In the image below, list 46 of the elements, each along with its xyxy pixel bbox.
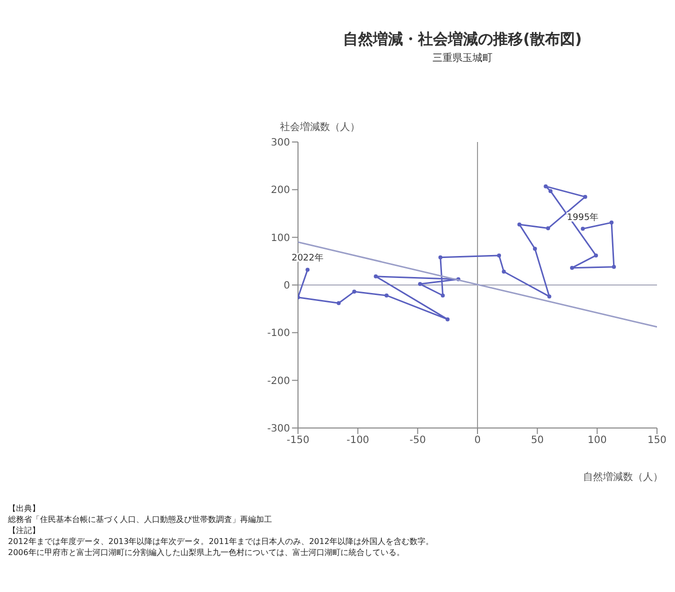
point (610, 220, 614, 225)
text: 【注記】 (8, 525, 41, 536)
point (446, 317, 450, 322)
point (440, 293, 445, 298)
y-axis-title: 社会増減数（人） (280, 120, 360, 134)
point (532, 246, 537, 251)
x-tick-label: 100 (588, 435, 607, 446)
x-axis-title: 自然増減数（人） (583, 470, 663, 484)
y-tick-label: -100 (267, 328, 290, 340)
point (612, 264, 616, 269)
y-tick-label: 0 (284, 280, 290, 292)
point (497, 253, 502, 258)
y-tick-label: 300 (270, 138, 290, 149)
x-tick-label: 50 (530, 435, 544, 446)
y-tick-label: -300 (267, 424, 290, 435)
x-tick-label: -100 (346, 435, 370, 446)
point (517, 222, 522, 226)
x-tick-label: -50 (409, 435, 426, 446)
point (547, 294, 552, 298)
x-tick-label: 150 (647, 435, 667, 446)
y-tick-label: 200 (270, 185, 290, 196)
y-tick-label: 100 (270, 232, 290, 244)
point (583, 194, 588, 199)
text: 2006年に甲府市と富士河口湖町に分割編入した山梨県上九一色村については、富士河口湖町に統合している。 (8, 547, 406, 558)
point (594, 253, 598, 258)
point (544, 184, 548, 188)
point (352, 290, 356, 294)
point (548, 189, 552, 194)
point (580, 226, 585, 231)
text: 総務省「住民基本台帳に基づく人口、人口動態及び世帯数調査」再編加工 (8, 514, 273, 525)
chart-title: 自然増減・社会増減の推移(散布図) (342, 30, 583, 49)
point (546, 226, 550, 230)
chart-subtitle: 三重県玉城町 (432, 52, 494, 65)
x-tick-label: 0 (474, 435, 481, 446)
point (374, 274, 378, 278)
point (438, 255, 442, 260)
text: 2012年までは年度データ、2013年以降は年次データ。2011年までは日本人のみ、2012年以降は外国人を含む数字。 (8, 536, 434, 547)
x-tick-label: -150 (286, 435, 310, 446)
point (384, 293, 389, 298)
point (336, 301, 341, 306)
point (306, 268, 310, 272)
point (570, 266, 574, 270)
point (418, 282, 422, 286)
y-tick-label: -200 (267, 376, 290, 387)
text: 【出典】 (8, 503, 41, 514)
point (502, 270, 506, 274)
